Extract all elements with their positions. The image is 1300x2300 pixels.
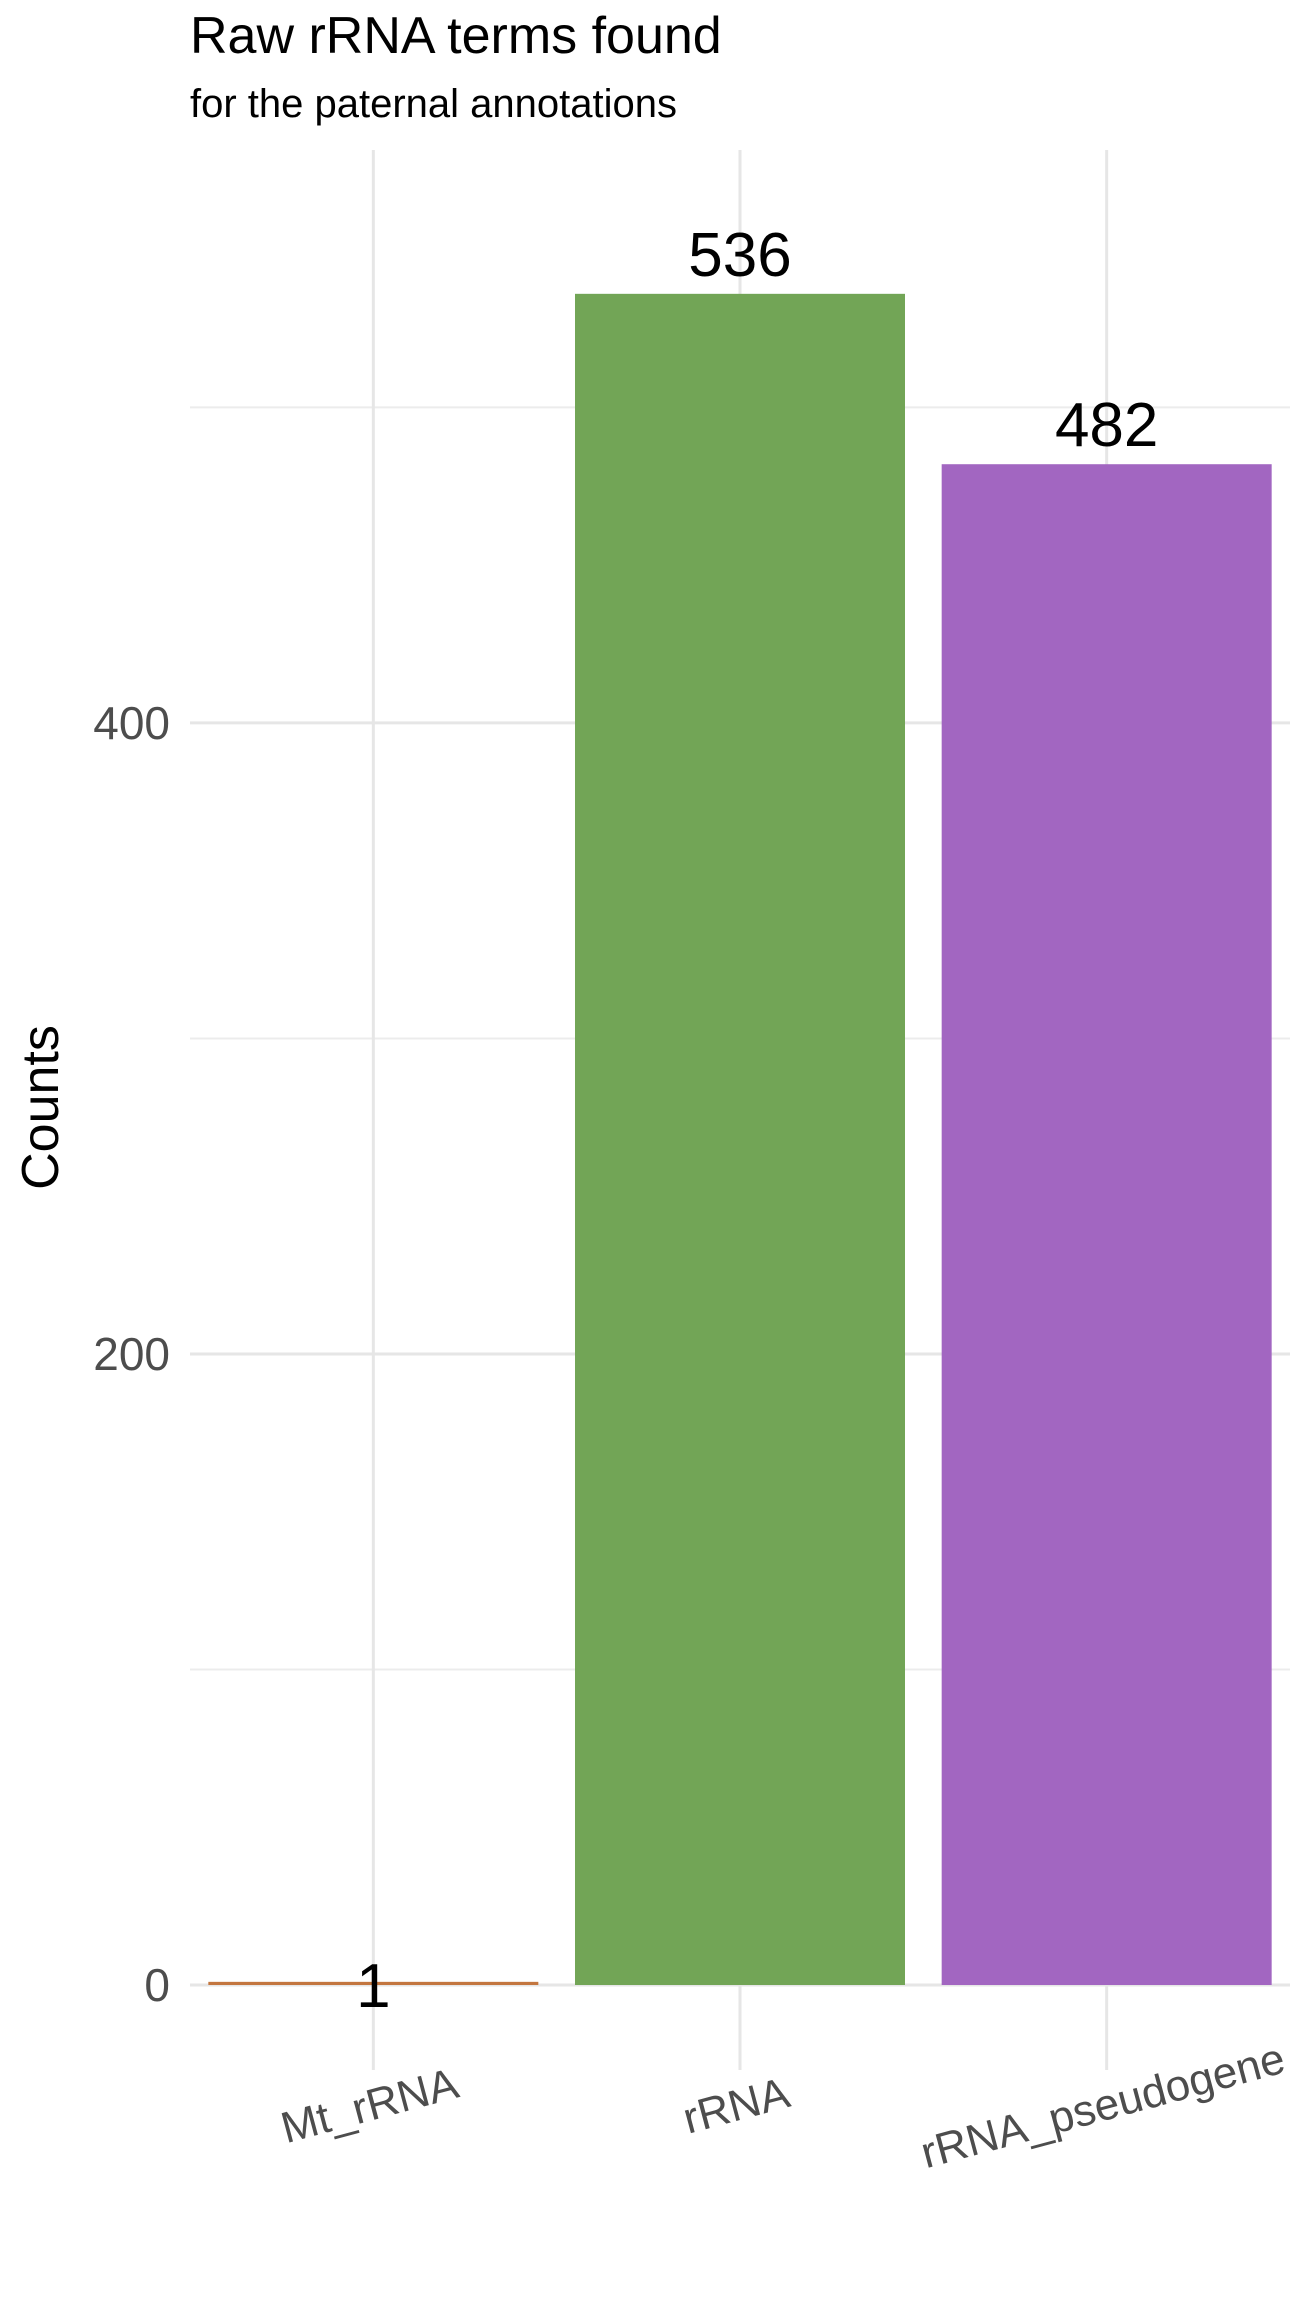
chart-title: Raw rRNA terms found [190, 7, 722, 65]
chart-subtitle: for the paternal annotations [190, 82, 678, 126]
bar-Mt_rRNA [208, 1981, 539, 1985]
x-tick-label: Mt_rRNA [276, 2059, 464, 2153]
y-tick-label: 200 [93, 1328, 170, 1380]
y-axis-title: Counts [12, 1025, 70, 1190]
data-label: 536 [688, 221, 791, 290]
x-tick-label: rRNA_pseudogene [916, 2034, 1290, 2178]
bar-rRNA [575, 293, 905, 1985]
data-labels: 1 536 482 [356, 221, 1158, 2021]
bars [208, 293, 1272, 1985]
y-tick-label: 0 [144, 1959, 170, 2011]
x-tick-label: rRNA [678, 2068, 795, 2143]
y-tick-label: 400 [93, 697, 170, 749]
data-label: 1 [356, 1952, 390, 2021]
bar-rRNA_pseudogene [941, 464, 1272, 1985]
data-label: 482 [1055, 391, 1158, 460]
